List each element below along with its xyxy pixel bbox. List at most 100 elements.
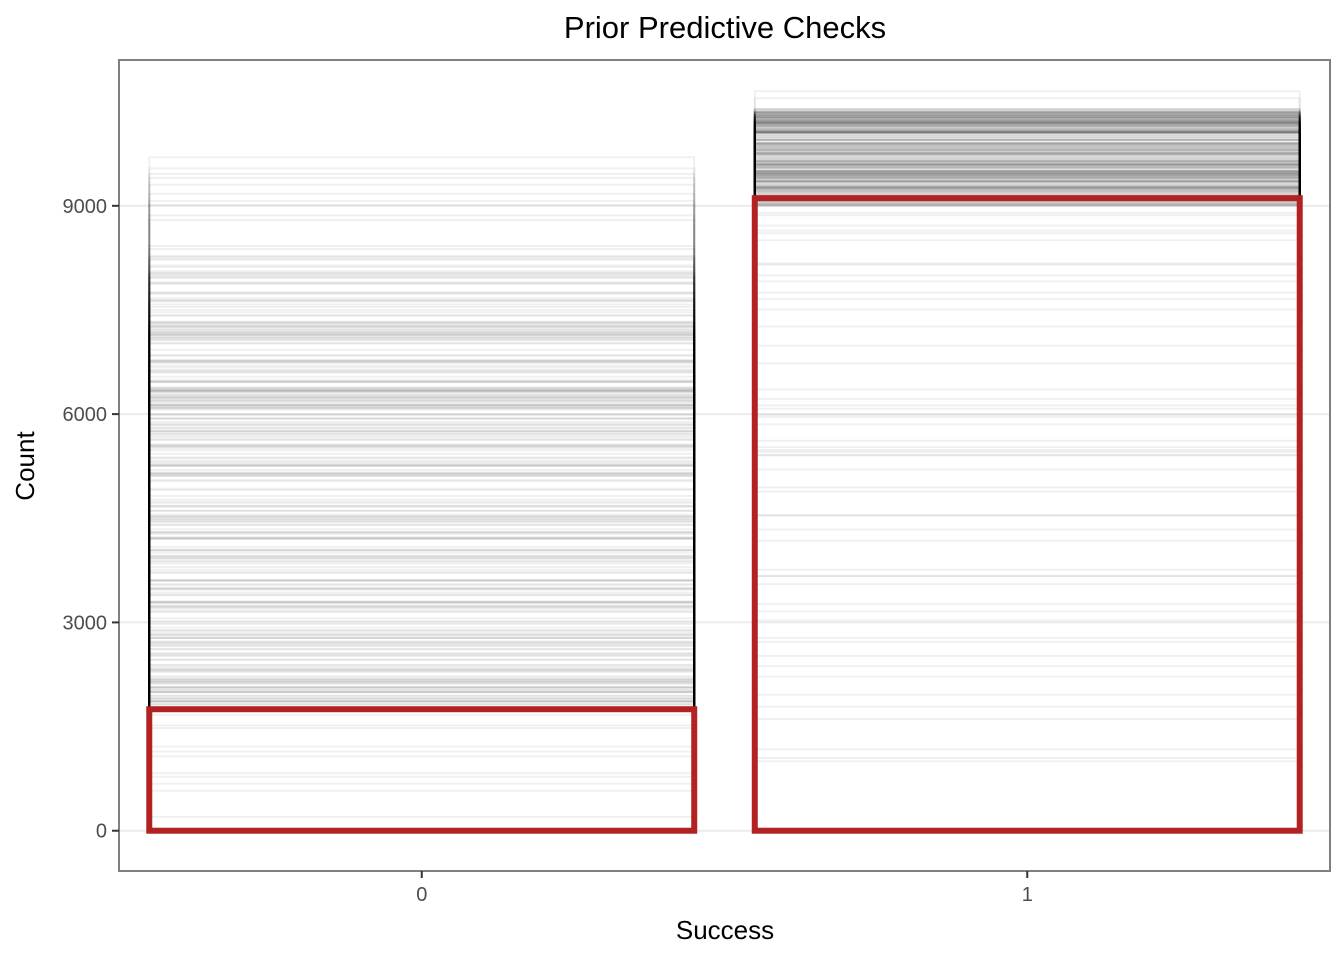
prior-draw-line (148, 535, 696, 831)
prior-draw-line (148, 348, 696, 831)
prior-draw-line (148, 520, 696, 831)
prior-draw-line (148, 436, 696, 831)
prior-draw-line (148, 531, 696, 831)
prior-draw-line (148, 430, 696, 831)
prior-draw-line (148, 579, 696, 831)
prior-draw-line (148, 517, 696, 831)
prior-draw-line (148, 354, 696, 831)
prior-draw-line (148, 494, 696, 831)
prior-draw-line (148, 562, 696, 831)
prior-draw-line (148, 336, 696, 831)
prior-draw-line (148, 276, 696, 831)
prior-draw-line (148, 480, 696, 831)
prior-draw-line (148, 333, 696, 831)
prior-draw-line (148, 386, 696, 831)
prior-draw-line (148, 311, 696, 831)
prior-draw-line (148, 264, 696, 831)
prior-draw-line (148, 570, 696, 831)
prior-draw-line (148, 531, 696, 831)
prior-draw-line (148, 407, 696, 831)
prior-draw-line (148, 545, 696, 831)
prior-draw-line (148, 341, 696, 831)
prior-draw-line (148, 445, 696, 831)
x-axis-label: Success (676, 915, 774, 945)
prior-draw-line (148, 579, 696, 831)
prior-draw-line (148, 380, 696, 831)
prior-draw-line (148, 379, 696, 831)
prior-draw-line (148, 559, 696, 831)
prior-draw-line (148, 183, 696, 831)
prior-draw-line (148, 549, 696, 831)
prior-draw-line (148, 548, 696, 831)
prior-draw-line (148, 303, 696, 831)
prior-draw-line (148, 354, 696, 831)
prior-draw-line (148, 417, 696, 831)
prior-draw-line (148, 323, 696, 831)
prior-draw-line (148, 274, 696, 831)
prior-draw-line (148, 308, 696, 831)
prior-draw-line (148, 556, 696, 831)
prior-draw-line (148, 276, 696, 831)
y-axis-ticks: 0 3000 6000 9000 (63, 196, 119, 843)
prior-draw-line (148, 192, 696, 831)
prior-draw-line (148, 338, 696, 831)
prior-draw-line (148, 270, 696, 831)
prior-draw-line (148, 515, 696, 831)
prior-draw-line (148, 400, 696, 831)
prior-draw-line (148, 457, 696, 831)
prior-draw-line (148, 330, 696, 831)
prior-draw-line (148, 214, 696, 831)
prior-draw-line (148, 199, 696, 831)
prior-draw-line (148, 449, 696, 831)
prior-draw-line (148, 531, 696, 831)
prior-draw-line (148, 510, 696, 831)
prior-draw-line (148, 498, 696, 831)
prior-draw-line (148, 297, 696, 831)
prior-draw-line (148, 334, 696, 831)
x-tick-label: 0 (416, 884, 427, 906)
prior-draw-line (148, 515, 696, 831)
prior-draw-line (148, 371, 696, 831)
prior-draw-line (148, 282, 696, 831)
prior-draw-line (148, 371, 696, 831)
chart-title: Prior Predictive Checks (564, 10, 886, 45)
prior-draw-line (148, 523, 696, 831)
prior-draw-line (148, 381, 696, 831)
prior-draw-line (148, 364, 696, 831)
prior-draw-line (148, 306, 696, 831)
prior-draw-line (148, 565, 696, 831)
prior-draw-line (148, 504, 696, 831)
prior-draw-line (148, 560, 696, 831)
prior-draw-line (148, 300, 696, 831)
prior-draw-line (148, 325, 696, 831)
prior-draw-line (148, 557, 696, 831)
prior-draw-line (148, 488, 696, 831)
prior-draw-line (148, 329, 696, 831)
prior-draw-line (148, 404, 696, 831)
prior-draw-line (148, 473, 696, 831)
prior-draw-line (148, 402, 696, 831)
prior-draw-line (148, 335, 696, 831)
prior-draw-line (148, 519, 696, 831)
prior-draw-line (148, 254, 696, 831)
prior-draw-line (148, 461, 696, 831)
prior-draw-line (148, 326, 696, 831)
prior-draw-line (148, 282, 696, 831)
prior-draw-line (148, 281, 696, 831)
prior-draw-line (148, 172, 696, 831)
prior-draw-line (148, 400, 696, 831)
prior-draw-line (148, 533, 696, 831)
prior-draw-line (148, 554, 696, 831)
prior-draw-line (148, 444, 696, 831)
prior-draw-line (148, 417, 696, 831)
prior-draw-line (148, 314, 696, 831)
prior-draw-line (148, 203, 696, 831)
prior-draw-line (148, 456, 696, 831)
prior-draw-line (148, 331, 696, 831)
prior-draw-line (148, 395, 696, 831)
prior-draw-line (148, 398, 696, 831)
prior-draw-line (148, 359, 696, 831)
prior-draw-line (148, 445, 696, 831)
prior-draw-line (148, 572, 696, 831)
